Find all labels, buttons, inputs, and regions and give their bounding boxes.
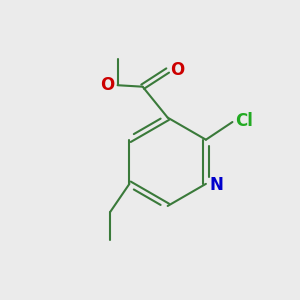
Text: O: O (171, 61, 185, 80)
Text: N: N (209, 176, 223, 194)
Text: Cl: Cl (235, 112, 253, 130)
Text: O: O (100, 76, 114, 94)
